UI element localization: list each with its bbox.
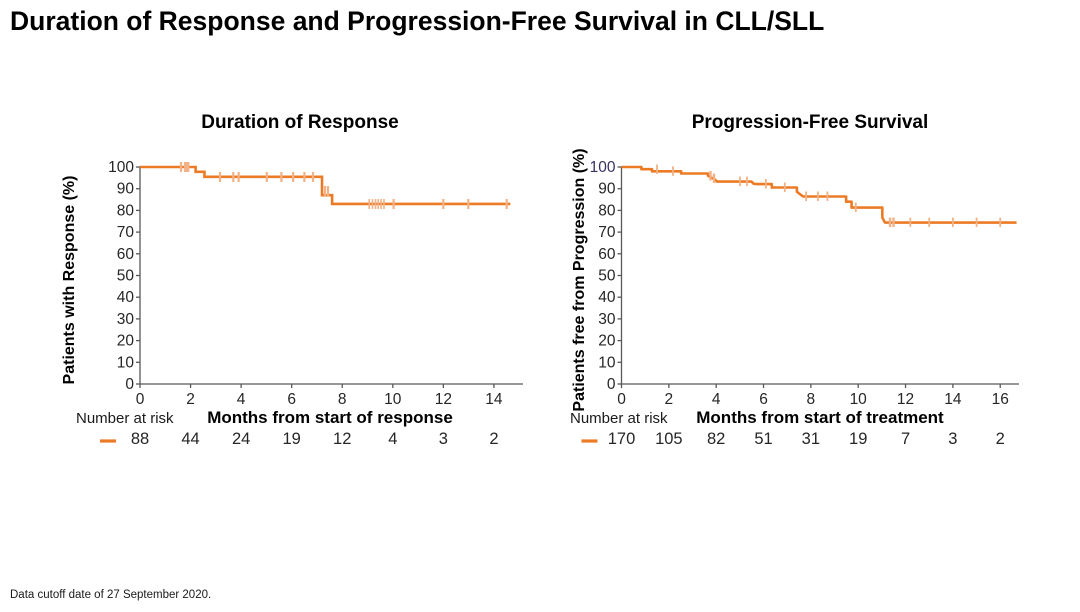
svg-text:60: 60 <box>117 246 135 263</box>
svg-text:90: 90 <box>117 181 135 198</box>
svg-text:3: 3 <box>948 430 957 448</box>
svg-text:6: 6 <box>287 391 296 408</box>
svg-text:10: 10 <box>384 391 402 408</box>
svg-text:0: 0 <box>136 391 145 408</box>
svg-text:2: 2 <box>996 430 1005 448</box>
svg-text:Months from start of treatment: Months from start of treatment <box>696 408 944 427</box>
svg-text:8: 8 <box>807 391 816 408</box>
svg-text:70: 70 <box>598 224 616 241</box>
svg-text:31: 31 <box>802 430 820 448</box>
svg-text:170: 170 <box>608 430 636 448</box>
svg-text:2: 2 <box>665 391 674 408</box>
svg-text:82: 82 <box>707 430 725 448</box>
svg-text:10: 10 <box>117 354 135 371</box>
svg-text:90: 90 <box>598 181 616 198</box>
svg-text:80: 80 <box>117 202 135 219</box>
svg-text:10: 10 <box>598 354 616 371</box>
svg-text:4: 4 <box>712 391 721 408</box>
svg-text:0: 0 <box>607 376 616 393</box>
svg-text:6: 6 <box>759 391 768 408</box>
svg-text:50: 50 <box>598 268 616 285</box>
svg-text:88: 88 <box>131 430 149 448</box>
svg-text:Patients free from Progression: Patients free from Progression (%) <box>571 148 588 411</box>
svg-text:70: 70 <box>117 224 135 241</box>
svg-text:Patients with Response (%): Patients with Response (%) <box>61 176 78 385</box>
svg-text:14: 14 <box>485 391 503 408</box>
svg-text:19: 19 <box>283 430 301 448</box>
svg-text:Progression-Free Survival: Progression-Free Survival <box>692 112 929 133</box>
svg-text:44: 44 <box>181 430 199 448</box>
svg-text:50: 50 <box>117 268 135 285</box>
svg-text:12: 12 <box>333 430 351 448</box>
svg-text:40: 40 <box>598 289 616 306</box>
svg-text:4: 4 <box>388 430 397 448</box>
svg-text:Number at risk: Number at risk <box>570 410 668 427</box>
svg-text:105: 105 <box>655 430 683 448</box>
svg-text:0: 0 <box>125 376 134 393</box>
svg-text:20: 20 <box>598 333 616 350</box>
svg-text:2: 2 <box>186 391 195 408</box>
svg-text:3: 3 <box>439 430 448 448</box>
svg-text:30: 30 <box>598 311 616 328</box>
svg-text:60: 60 <box>598 246 616 263</box>
svg-text:Number at risk: Number at risk <box>76 410 174 427</box>
svg-text:7: 7 <box>901 430 910 448</box>
svg-text:2: 2 <box>489 430 498 448</box>
svg-text:19: 19 <box>849 430 867 448</box>
svg-text:40: 40 <box>117 289 135 306</box>
svg-text:30: 30 <box>117 311 135 328</box>
svg-text:Months from start of response: Months from start of response <box>207 408 453 427</box>
svg-text:4: 4 <box>237 391 246 408</box>
svg-text:51: 51 <box>754 430 772 448</box>
svg-text:24: 24 <box>232 430 250 448</box>
svg-text:10: 10 <box>850 391 868 408</box>
svg-text:14: 14 <box>944 391 962 408</box>
svg-text:100: 100 <box>108 159 134 176</box>
svg-text:0: 0 <box>617 391 626 408</box>
svg-text:20: 20 <box>117 333 135 350</box>
svg-text:8: 8 <box>338 391 347 408</box>
svg-text:100: 100 <box>590 159 616 176</box>
svg-text:12: 12 <box>897 391 914 408</box>
svg-text:16: 16 <box>992 391 1009 408</box>
svg-text:12: 12 <box>435 391 452 408</box>
svg-text:Duration of Response: Duration of Response <box>201 112 398 133</box>
svg-text:80: 80 <box>598 202 616 219</box>
